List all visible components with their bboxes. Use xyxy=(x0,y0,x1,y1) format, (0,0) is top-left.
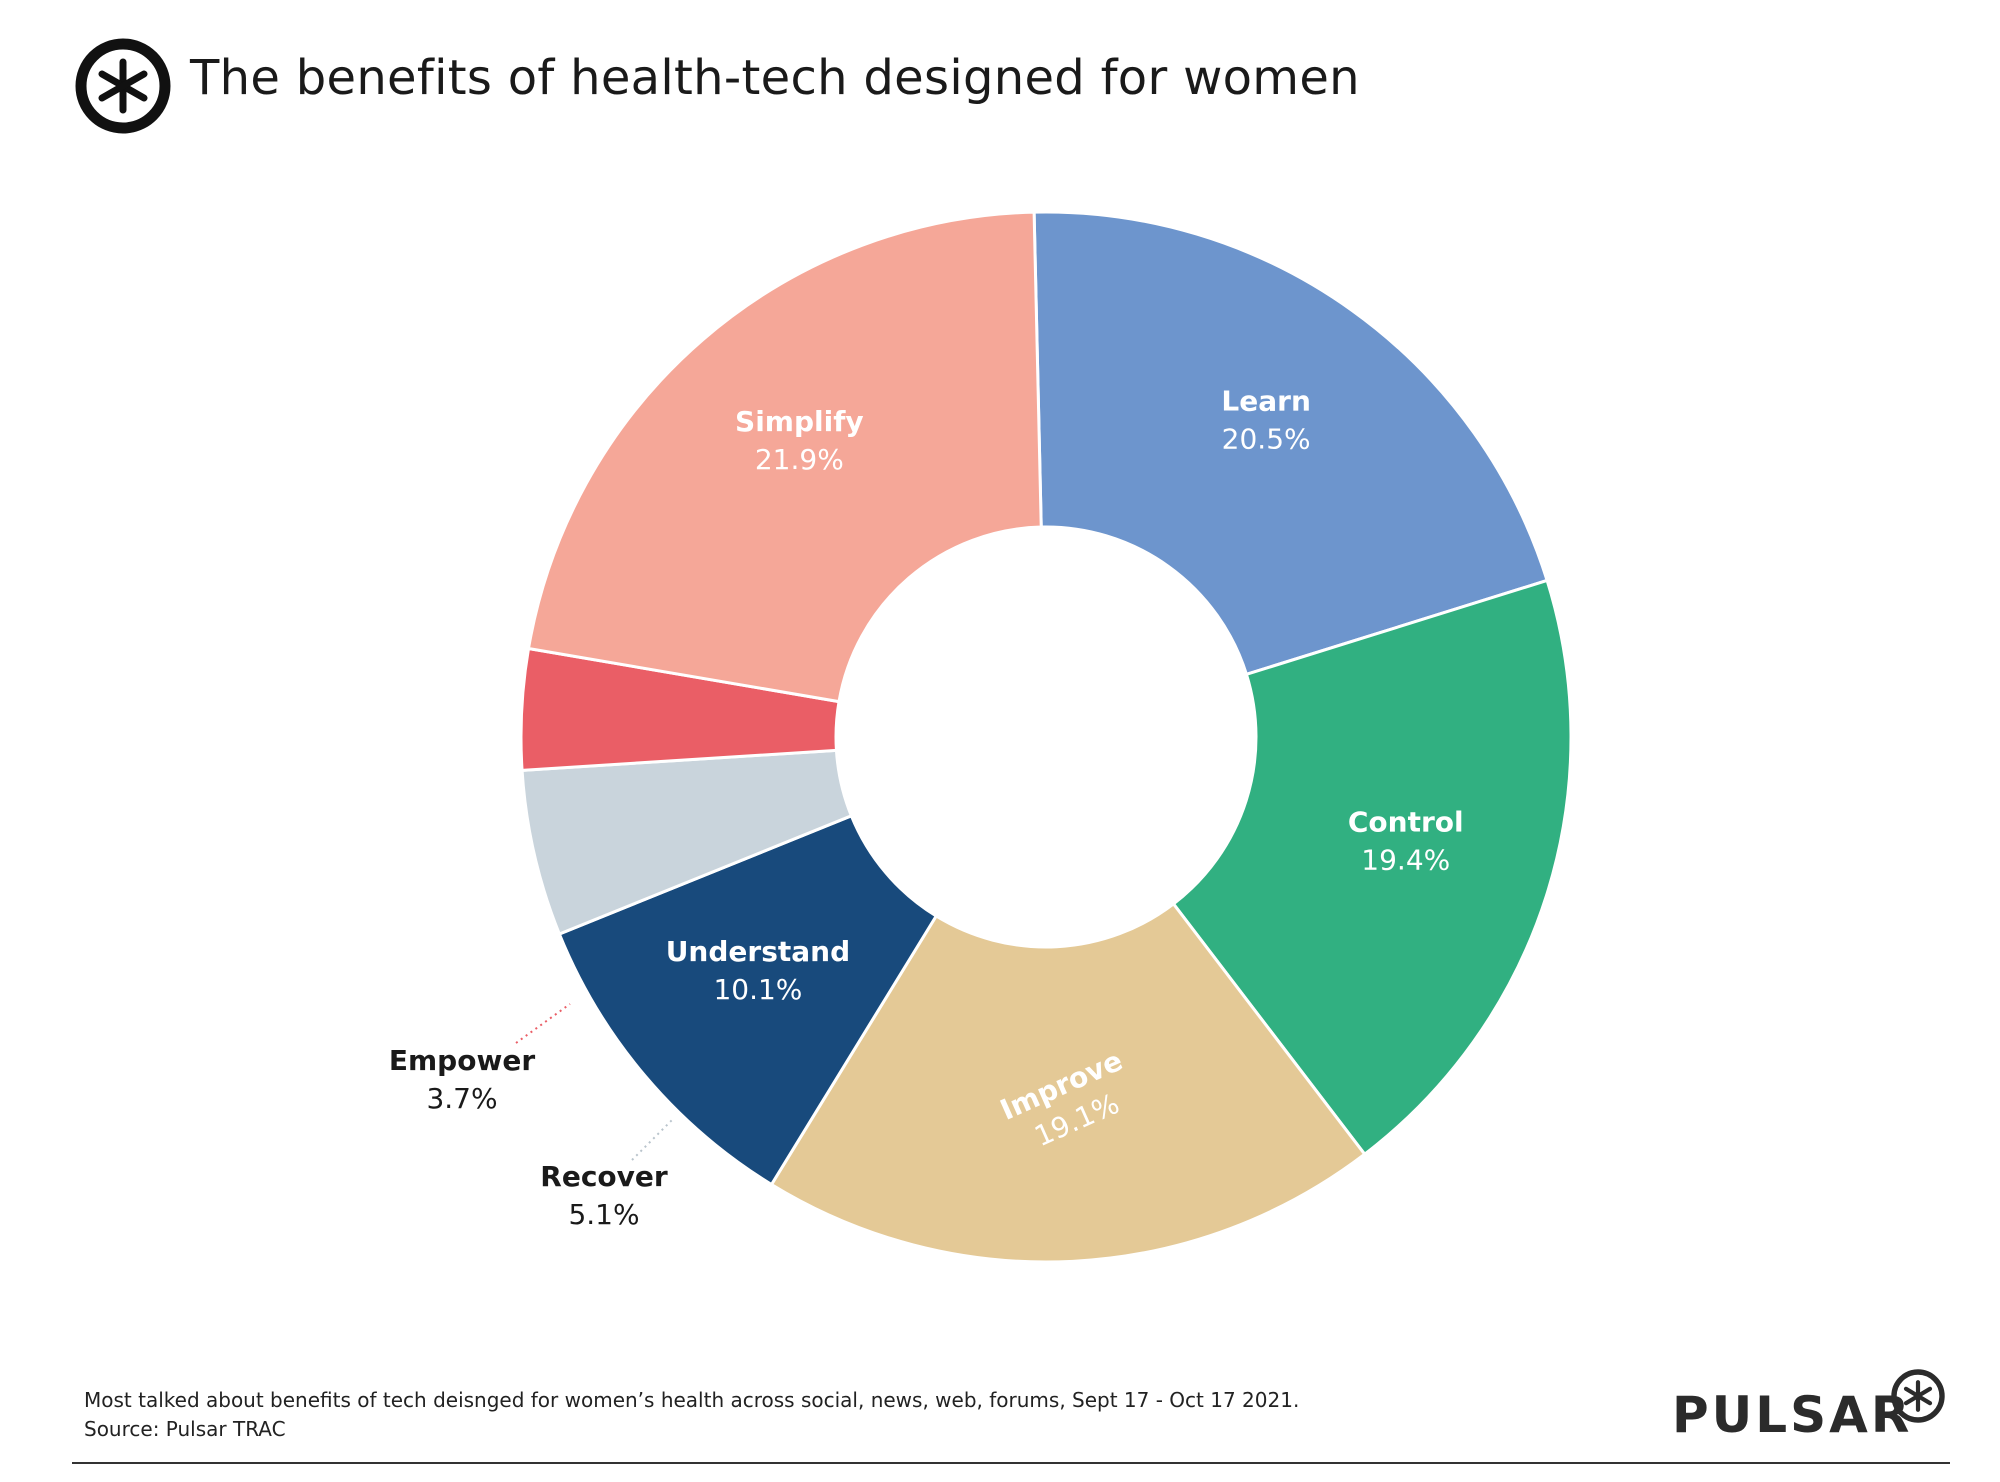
slice-name-empower: Empower xyxy=(389,1044,535,1077)
slice-label-recover: Recover 5.1% xyxy=(540,1160,668,1231)
slice-understand xyxy=(557,813,939,1187)
slice-improve xyxy=(769,901,1367,1264)
slice-label-learn: Learn 20.5% xyxy=(1221,384,1310,455)
footnote-note: Most talked about benefits of tech deisn… xyxy=(84,1388,1300,1412)
slice-control xyxy=(1171,578,1573,1157)
slice-name-learn: Learn xyxy=(1221,384,1310,417)
slice-learn xyxy=(1032,210,1549,677)
slice-label-simplify: Simplify 21.9% xyxy=(735,405,864,476)
asterisk-circle-icon xyxy=(1891,1369,1945,1423)
brand-wordmark: PULSAR xyxy=(1672,1386,1913,1444)
leader-line-recover xyxy=(631,1119,673,1161)
asterisk-circle-icon xyxy=(75,38,171,134)
slice-value-understand: 10.1% xyxy=(713,973,802,1006)
slice-simplify xyxy=(526,210,1043,704)
slice-value-control: 19.4% xyxy=(1361,843,1450,876)
slice-label-understand: Understand 10.1% xyxy=(666,935,850,1006)
slice-name-recover: Recover xyxy=(540,1160,668,1193)
footnote-source: Source: Pulsar TRAC xyxy=(84,1417,286,1441)
slice-value-simplify: 21.9% xyxy=(755,443,844,476)
slice-name-simplify: Simplify xyxy=(735,405,864,438)
slice-value-empower: 3.7% xyxy=(426,1082,497,1115)
page-title: The benefits of health-tech designed for… xyxy=(190,50,1360,106)
slice-name-understand: Understand xyxy=(666,935,850,968)
slice-value-recover: 5.1% xyxy=(568,1198,639,1231)
slice-label-control: Control 19.4% xyxy=(1348,805,1464,876)
slice-value-learn: 20.5% xyxy=(1222,422,1311,455)
footer-rule xyxy=(72,1462,1950,1464)
leader-lines xyxy=(515,1003,673,1161)
slice-name-control: Control xyxy=(1348,805,1464,838)
slice-label-empower: Empower 3.7% xyxy=(389,1044,535,1115)
footnote: Most talked about benefits of tech deisn… xyxy=(84,1386,1299,1444)
donut-slices xyxy=(519,210,1573,1264)
leader-line-empower xyxy=(515,1003,571,1044)
